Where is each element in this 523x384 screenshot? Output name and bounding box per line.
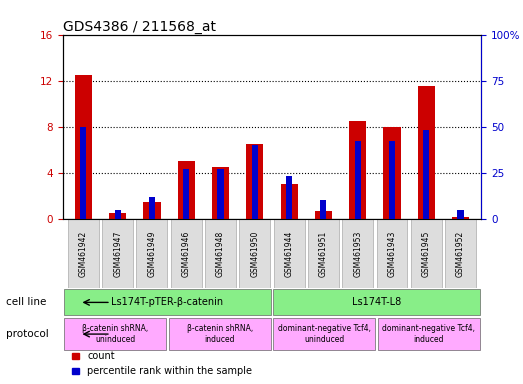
Text: GSM461944: GSM461944 xyxy=(285,230,293,276)
Bar xyxy=(418,86,435,219)
Text: GDS4386 / 211568_at: GDS4386 / 211568_at xyxy=(63,20,216,33)
Bar xyxy=(315,211,332,219)
FancyBboxPatch shape xyxy=(378,318,480,350)
Text: GSM461953: GSM461953 xyxy=(353,230,362,276)
Bar xyxy=(218,169,224,219)
Bar xyxy=(349,121,366,219)
Text: GSM461949: GSM461949 xyxy=(147,230,156,276)
FancyBboxPatch shape xyxy=(64,290,271,315)
Bar xyxy=(75,75,92,219)
Text: GSM461942: GSM461942 xyxy=(79,230,88,276)
Bar xyxy=(178,161,195,219)
Bar xyxy=(423,131,429,219)
FancyBboxPatch shape xyxy=(168,318,271,350)
Text: protocol: protocol xyxy=(6,329,49,339)
Text: GSM461951: GSM461951 xyxy=(319,230,328,276)
Bar xyxy=(246,144,264,219)
FancyBboxPatch shape xyxy=(171,219,202,288)
Bar xyxy=(183,169,189,219)
Text: dominant-negative Tcf4,
uninduced: dominant-negative Tcf4, uninduced xyxy=(278,324,371,344)
FancyBboxPatch shape xyxy=(411,219,442,288)
Bar xyxy=(458,210,464,219)
Text: GSM461945: GSM461945 xyxy=(422,230,431,276)
FancyBboxPatch shape xyxy=(137,219,167,288)
FancyBboxPatch shape xyxy=(308,219,339,288)
FancyBboxPatch shape xyxy=(273,290,480,315)
Text: Ls174T-pTER-β-catenin: Ls174T-pTER-β-catenin xyxy=(111,297,223,308)
Text: GSM461950: GSM461950 xyxy=(251,230,259,276)
Bar xyxy=(115,210,121,219)
Text: GSM461946: GSM461946 xyxy=(181,230,191,276)
Text: β-catenin shRNA,
uninduced: β-catenin shRNA, uninduced xyxy=(82,324,148,344)
FancyBboxPatch shape xyxy=(342,219,373,288)
Bar xyxy=(452,217,469,219)
Text: β-catenin shRNA,
induced: β-catenin shRNA, induced xyxy=(187,324,253,344)
Bar xyxy=(109,213,126,219)
Bar xyxy=(212,167,229,219)
Bar xyxy=(389,141,395,219)
FancyBboxPatch shape xyxy=(377,219,407,288)
Legend: count, percentile rank within the sample: count, percentile rank within the sample xyxy=(67,348,256,380)
Text: dominant-negative Tcf4,
induced: dominant-negative Tcf4, induced xyxy=(382,324,475,344)
Text: GSM461948: GSM461948 xyxy=(216,230,225,276)
Bar xyxy=(355,141,361,219)
Text: Ls174T-L8: Ls174T-L8 xyxy=(352,297,401,308)
FancyBboxPatch shape xyxy=(102,219,133,288)
Bar xyxy=(280,184,298,219)
Text: cell line: cell line xyxy=(6,297,47,308)
FancyBboxPatch shape xyxy=(445,219,476,288)
Bar xyxy=(149,197,155,219)
FancyBboxPatch shape xyxy=(205,219,236,288)
FancyBboxPatch shape xyxy=(64,318,166,350)
Text: GSM461947: GSM461947 xyxy=(113,230,122,276)
FancyBboxPatch shape xyxy=(68,219,99,288)
FancyBboxPatch shape xyxy=(240,219,270,288)
FancyBboxPatch shape xyxy=(274,219,304,288)
Text: GSM461943: GSM461943 xyxy=(388,230,396,276)
Bar xyxy=(320,200,326,219)
Bar xyxy=(143,202,161,219)
Bar xyxy=(80,127,86,219)
Text: GSM461952: GSM461952 xyxy=(456,230,465,276)
Bar xyxy=(383,127,401,219)
FancyBboxPatch shape xyxy=(273,318,376,350)
Bar xyxy=(286,177,292,219)
Bar xyxy=(252,145,258,219)
